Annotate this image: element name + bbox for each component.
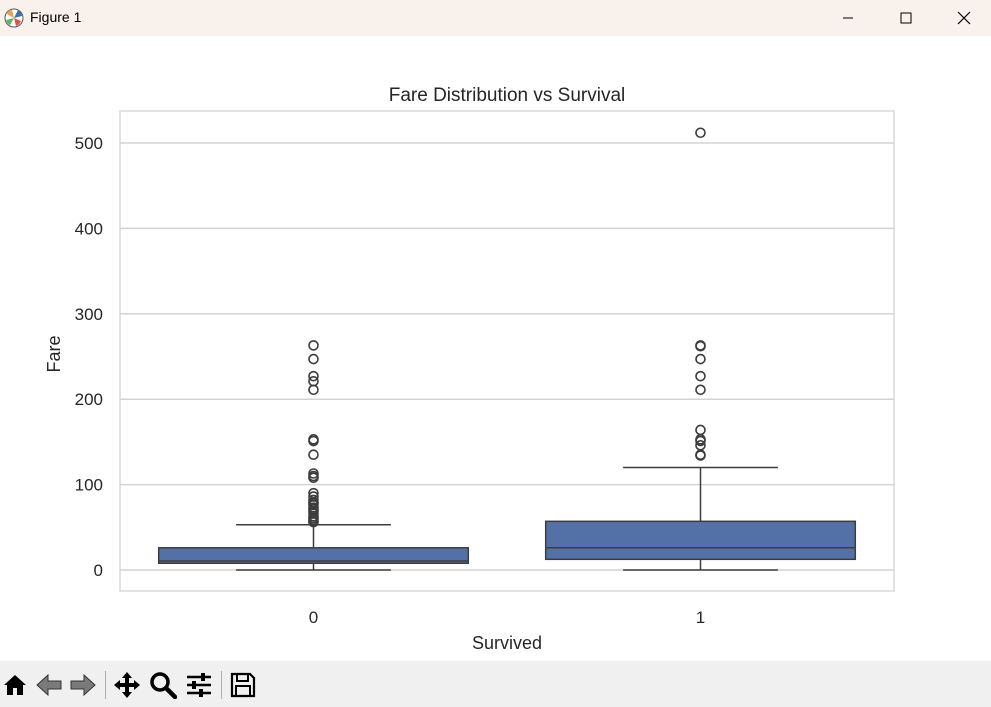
minimize-button[interactable] [819, 0, 877, 36]
chart-title: Fare Distribution vs Survival [389, 85, 626, 106]
window-titlebar: Figure 1 [0, 0, 991, 36]
outlier-point [308, 340, 319, 351]
y-tick-label: 300 [75, 305, 103, 324]
outlier-point [695, 384, 706, 396]
y-tick-label: 400 [75, 219, 103, 238]
save-icon [230, 672, 256, 698]
outlier-point [308, 384, 319, 396]
outlier-point [695, 127, 706, 139]
close-button[interactable] [935, 0, 991, 36]
zoom-icon [150, 672, 177, 699]
back-arrow-icon [36, 673, 62, 697]
plot-frame [119, 110, 895, 592]
outlier-point [308, 353, 319, 365]
home-button[interactable] [0, 670, 30, 700]
outlier-point [695, 440, 706, 451]
box-0 [157, 340, 470, 571]
back-button[interactable] [34, 670, 64, 700]
toolbar-separator [221, 671, 222, 699]
navigation-toolbar [0, 661, 991, 707]
iqr-box [157, 547, 470, 565]
minimize-icon [843, 17, 853, 19]
configure-subplots-icon [187, 673, 211, 697]
home-icon [4, 675, 26, 695]
x-tick-label: 0 [309, 608, 318, 627]
outlier-point [308, 487, 319, 499]
outlier-point [308, 468, 319, 479]
y-axis-label: Fare [44, 335, 64, 372]
y-tick-label: 100 [75, 476, 103, 495]
toolbar-separator [105, 671, 106, 699]
outlier-point [695, 340, 706, 351]
outlier-point [308, 434, 319, 445]
outlier-point [695, 424, 706, 436]
outlier-point [308, 491, 319, 502]
outlier-point [308, 370, 319, 382]
y-tick-label: 500 [75, 134, 103, 153]
gridlines [120, 142, 894, 571]
matplotlib-app-icon [4, 8, 24, 28]
iqr-box [544, 520, 857, 561]
y-tick-label: 0 [94, 561, 103, 580]
y-tick-label: 200 [75, 390, 103, 409]
outlier-point [308, 375, 319, 387]
x-tick-label: 1 [696, 608, 705, 627]
x-axis-label: Survived [472, 633, 542, 653]
outlier-point [308, 449, 319, 461]
outlier-point [308, 494, 319, 506]
close-icon [957, 11, 971, 25]
maximize-icon [900, 12, 912, 24]
zoom-button[interactable] [148, 670, 178, 700]
y-tick-labels: 0 100 200 300 400 500 [75, 134, 103, 580]
pan-button[interactable] [112, 670, 142, 700]
maximize-button[interactable] [877, 0, 935, 36]
forward-button[interactable] [68, 670, 98, 700]
configure-subplots-button[interactable] [184, 670, 214, 700]
pan-icon [114, 672, 140, 698]
save-button[interactable] [228, 670, 258, 700]
forward-arrow-icon [70, 673, 96, 697]
window-title: Figure 1 [30, 9, 82, 25]
outlier-point [695, 353, 706, 365]
box-1 [544, 127, 857, 571]
boxes [157, 127, 857, 571]
outlier-point [695, 370, 706, 382]
